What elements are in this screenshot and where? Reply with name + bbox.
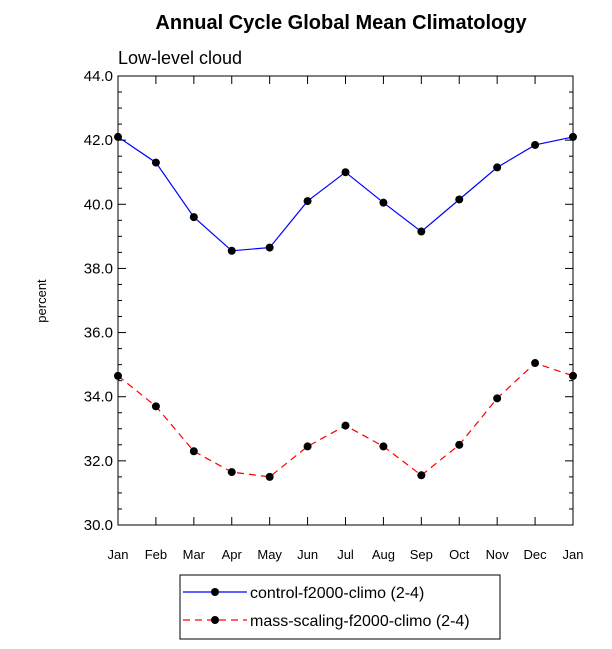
data-point bbox=[455, 440, 464, 449]
data-point bbox=[531, 140, 540, 149]
y-tick-label: 38.0 bbox=[84, 260, 113, 277]
chart-subtitle: Low-level cloud bbox=[118, 48, 242, 68]
data-point bbox=[151, 402, 160, 411]
data-point bbox=[265, 472, 274, 481]
data-point bbox=[151, 158, 160, 167]
y-axis-label: percent bbox=[34, 279, 49, 323]
y-tick-label: 30.0 bbox=[84, 517, 113, 534]
x-tick-label: Dec bbox=[524, 547, 548, 562]
x-tick-label: Jun bbox=[297, 547, 318, 562]
legend: control-f2000-climo (2-4) mass-scaling-f… bbox=[179, 574, 501, 640]
x-tick-label: Sep bbox=[410, 547, 433, 562]
legend-box bbox=[179, 574, 501, 640]
x-tick-label: Oct bbox=[449, 547, 470, 562]
y-tick-label: 42.0 bbox=[84, 132, 113, 149]
data-point bbox=[493, 163, 502, 172]
series-line-0 bbox=[117, 136, 574, 252]
x-axis-ticks: Jan Feb Mar Apr May Jun Jul Aug Sep Oct Nov Dec Jan bbox=[108, 76, 584, 562]
data-point bbox=[227, 246, 236, 255]
x-tick-label: Nov bbox=[486, 547, 510, 562]
x-tick-label: Aug bbox=[372, 547, 395, 562]
plot-frame bbox=[117, 75, 574, 526]
x-tick-label: Feb bbox=[145, 547, 167, 562]
y-tick-label: 36.0 bbox=[84, 325, 113, 342]
x-tick-label: Apr bbox=[222, 547, 243, 562]
y-axis-ticks: 30.0 32.0 34.0 36.0 38.0 40.0 42.0 44.0 bbox=[84, 68, 573, 534]
y-tick-label: 44.0 bbox=[84, 68, 113, 85]
data-point bbox=[417, 227, 426, 236]
data-point bbox=[417, 471, 426, 480]
y-tick-label: 40.0 bbox=[84, 196, 113, 213]
legend-marker-mass-scaling bbox=[211, 616, 219, 624]
x-tick-label: Jan bbox=[108, 547, 129, 562]
data-point bbox=[114, 132, 122, 141]
series-line-1 bbox=[117, 362, 574, 478]
data-point bbox=[303, 197, 312, 206]
data-point bbox=[569, 132, 577, 141]
data-point bbox=[569, 371, 577, 380]
y-tick-label: 34.0 bbox=[84, 389, 113, 406]
y-tick-label: 32.0 bbox=[84, 453, 113, 470]
data-point bbox=[455, 195, 464, 204]
data-point bbox=[265, 243, 274, 252]
x-tick-label: Jan bbox=[563, 547, 584, 562]
data-point bbox=[114, 371, 122, 380]
x-tick-label: May bbox=[257, 547, 282, 562]
series-group bbox=[114, 132, 577, 481]
chart-title: Annual Cycle Global Mean Climatology bbox=[155, 12, 527, 34]
x-tick-label: Jul bbox=[337, 547, 354, 562]
legend-label-mass-scaling: mass-scaling-f2000-climo (2-4) bbox=[250, 613, 470, 630]
data-point bbox=[493, 394, 502, 403]
data-point bbox=[189, 447, 198, 456]
data-point bbox=[531, 359, 540, 368]
legend-label-control: control-f2000-climo (2-4) bbox=[250, 585, 424, 602]
data-point bbox=[379, 442, 388, 451]
data-point bbox=[303, 442, 312, 451]
legend-marker-control bbox=[211, 588, 219, 596]
data-point bbox=[341, 421, 350, 430]
data-point bbox=[189, 213, 198, 222]
x-tick-label: Mar bbox=[183, 547, 206, 562]
data-point bbox=[227, 468, 236, 477]
data-point bbox=[341, 168, 350, 177]
data-point bbox=[379, 198, 388, 207]
